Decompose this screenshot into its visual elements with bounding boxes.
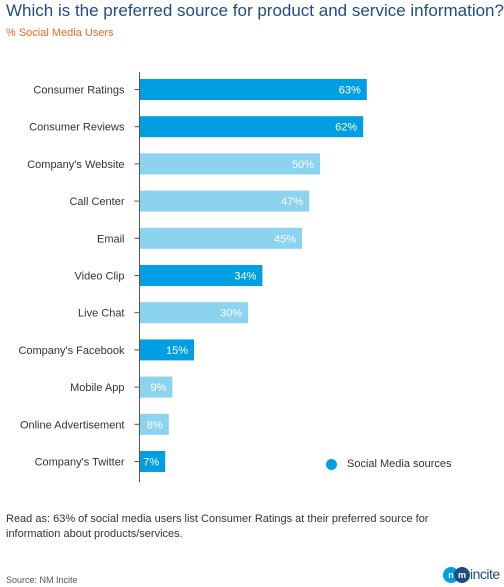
category-label: Company's Facebook bbox=[18, 345, 125, 357]
bar bbox=[140, 413, 169, 435]
legend-swatch bbox=[326, 458, 337, 470]
source-credit: Source: NM Incite bbox=[6, 575, 78, 585]
chart-title: Which is the preferred source for produc… bbox=[6, 1, 504, 20]
bar bbox=[140, 265, 263, 286]
nm-incite-logo: n m incite bbox=[443, 565, 501, 585]
value-label: 15% bbox=[166, 345, 188, 357]
value-label: 50% bbox=[292, 159, 314, 171]
category-label: Online Advertisement bbox=[20, 419, 125, 431]
bar bbox=[140, 302, 248, 324]
bar bbox=[140, 116, 364, 138]
category-label: Mobile App bbox=[70, 382, 124, 394]
category-label: Live Chat bbox=[78, 308, 124, 320]
value-label: 30% bbox=[220, 308, 242, 320]
bar bbox=[140, 376, 173, 398]
bar bbox=[140, 79, 367, 100]
category-label: Call Center bbox=[69, 196, 124, 208]
bar bbox=[140, 227, 302, 249]
legend-label: Social Media sources bbox=[347, 458, 452, 470]
legend: Social Media sources bbox=[326, 458, 452, 470]
read-as-note: Read as: 63% of social media users list … bbox=[6, 513, 429, 540]
chart-subtitle: % Social Media Users bbox=[6, 27, 114, 39]
bar bbox=[140, 190, 310, 212]
bar bbox=[140, 339, 194, 361]
value-label: 8% bbox=[147, 419, 163, 431]
category-label: Video Clip bbox=[75, 271, 125, 283]
value-label: 63% bbox=[339, 85, 361, 97]
category-label: Consumer Ratings bbox=[33, 85, 125, 97]
bar bbox=[140, 451, 166, 472]
bar-chart: Consumer Ratings 63% Consumer Reviews 62% Co… bbox=[18, 72, 367, 483]
value-label: 9% bbox=[150, 382, 166, 394]
bar bbox=[140, 153, 320, 175]
logo-text: incite bbox=[470, 566, 500, 582]
category-label: Email bbox=[97, 233, 125, 245]
value-label: 62% bbox=[335, 122, 357, 134]
category-label: Company's Twitter bbox=[35, 457, 125, 469]
value-label: 7% bbox=[143, 457, 159, 469]
category-label: Company's Website bbox=[27, 159, 124, 171]
value-label: 47% bbox=[281, 196, 303, 208]
value-label: 34% bbox=[234, 271, 256, 283]
value-label: 45% bbox=[274, 233, 296, 245]
category-label: Consumer Reviews bbox=[29, 122, 125, 134]
logo-circle-m: m bbox=[454, 567, 470, 583]
